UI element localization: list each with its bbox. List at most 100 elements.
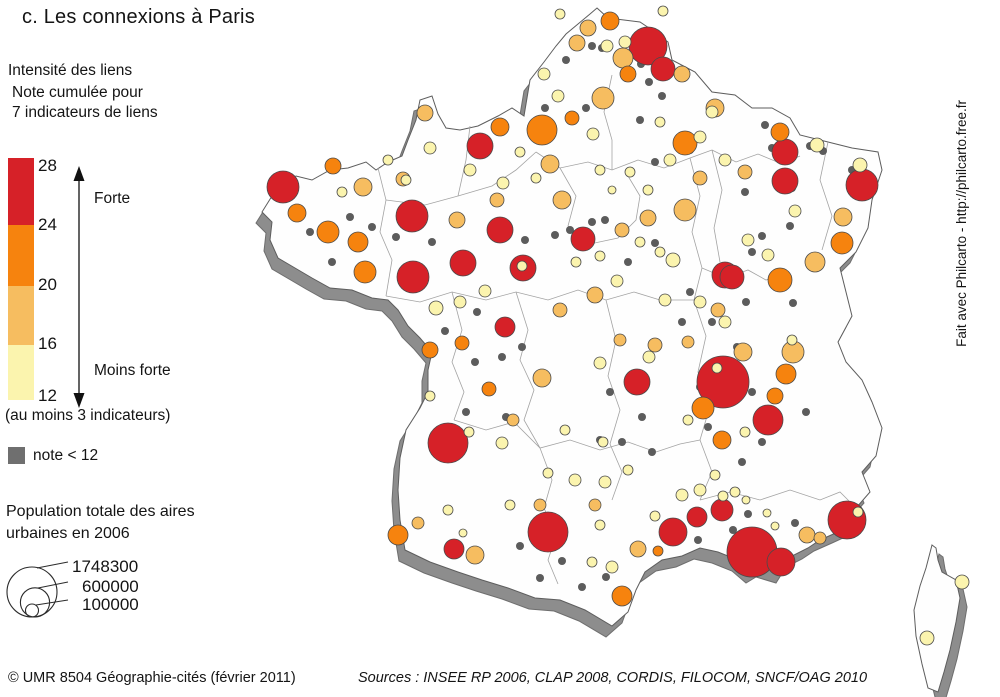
city-circle [463,163,477,177]
city-circle [316,220,340,244]
city-circle [614,222,630,238]
low-intensity-dot [518,343,526,351]
low-intensity-dot [636,116,644,124]
low-intensity-dot [802,408,810,416]
city-circle [798,526,816,544]
low-intensity-dot [786,222,794,230]
low-intensity-dot [328,258,336,266]
city-circle [709,469,721,481]
city-circle [642,184,654,196]
city-circle [481,381,497,397]
city-circle [458,528,468,538]
city-circle [514,146,526,158]
city-circle [682,414,694,426]
city-circle [613,333,627,347]
city-circle [353,177,373,197]
low-intensity-dot [758,438,766,446]
city-circle [741,233,755,247]
low-intensity-dot [678,318,686,326]
city-circle [610,274,624,288]
city-circle [642,350,656,364]
city-circle [597,436,609,448]
city-circle [718,315,732,329]
city-circle [696,355,750,409]
city-circle [658,293,672,307]
city-circle [423,141,437,155]
low-intensity-dot [651,158,659,166]
city-circle [516,260,528,272]
population-legend-title: Population totale des aires [6,503,195,520]
city-circle [954,574,970,590]
city-circle [766,387,784,405]
strong-intensity-label: Forte [94,190,131,207]
city-circle [427,422,469,464]
intensity-legend-subtitle: Note cumulée pour [12,84,143,101]
low-intensity-dot [536,574,544,582]
city-circle [762,508,772,518]
city-circle [416,104,434,122]
city-circle [622,464,634,476]
city-circle [496,176,510,190]
low-intensity-dot [704,423,712,431]
low-intensity-dot [471,358,479,366]
low-intensity-dot [588,42,596,50]
city-circle [465,545,485,565]
city-circle [657,5,669,17]
city-circle [663,153,677,167]
city-circle [852,506,864,518]
low-intensity-dot [566,226,574,234]
population-size-circles [6,561,69,618]
city-circle [673,65,691,83]
low-intensity-dot [392,233,400,241]
city-circle [568,473,582,487]
city-circle [623,368,651,396]
france-outline [261,7,883,627]
scale-label-24: 24 [38,215,57,234]
city-circle [570,226,596,252]
city-circle [443,538,465,560]
city-circle [428,300,444,316]
city-circle [537,67,551,81]
scale-label-16: 16 [38,334,57,353]
city-circle [600,39,614,53]
city-circle [552,302,568,318]
city-circle [712,430,732,450]
low-intensity-dot [748,388,756,396]
city-circle [594,519,606,531]
city-circle [449,249,477,277]
city-circle [654,116,666,128]
city-circle [411,516,425,530]
low-intensity-dot [346,213,354,221]
city-circle [400,174,412,186]
city-circle [827,500,867,540]
philcarto-watermark: Fait avec Philcarto - http://philcarto.f… [954,100,969,347]
low-intensity-dot [658,92,666,100]
city-circle [324,157,342,175]
intensity-legend-title: Intensité des liens [8,62,133,79]
city-circle [770,122,790,142]
city-circle [421,341,439,359]
intensity-arrow [73,166,85,408]
city-circle [551,89,565,103]
city-circle [594,250,606,262]
color-swatch-24-28 [8,158,34,225]
low-intensity-dot [651,239,659,247]
low-intensity-dot [761,121,769,129]
city-circle [634,236,646,248]
low-intensity-dot [686,288,694,296]
city-circle [396,260,430,294]
low-intensity-dot [606,388,614,396]
city-circle [570,256,582,268]
intensity-color-bar [8,158,34,400]
city-circle [813,531,827,545]
city-circle [691,396,715,420]
city-circle [681,335,695,349]
city-circle [717,490,729,502]
low-intensity-dot [758,232,766,240]
low-intensity-dot [306,228,314,236]
city-circle [478,284,492,298]
population-size-label: 1748300 [72,557,139,576]
low-intensity-dot [648,448,656,456]
low-intensity-dot [738,458,746,466]
